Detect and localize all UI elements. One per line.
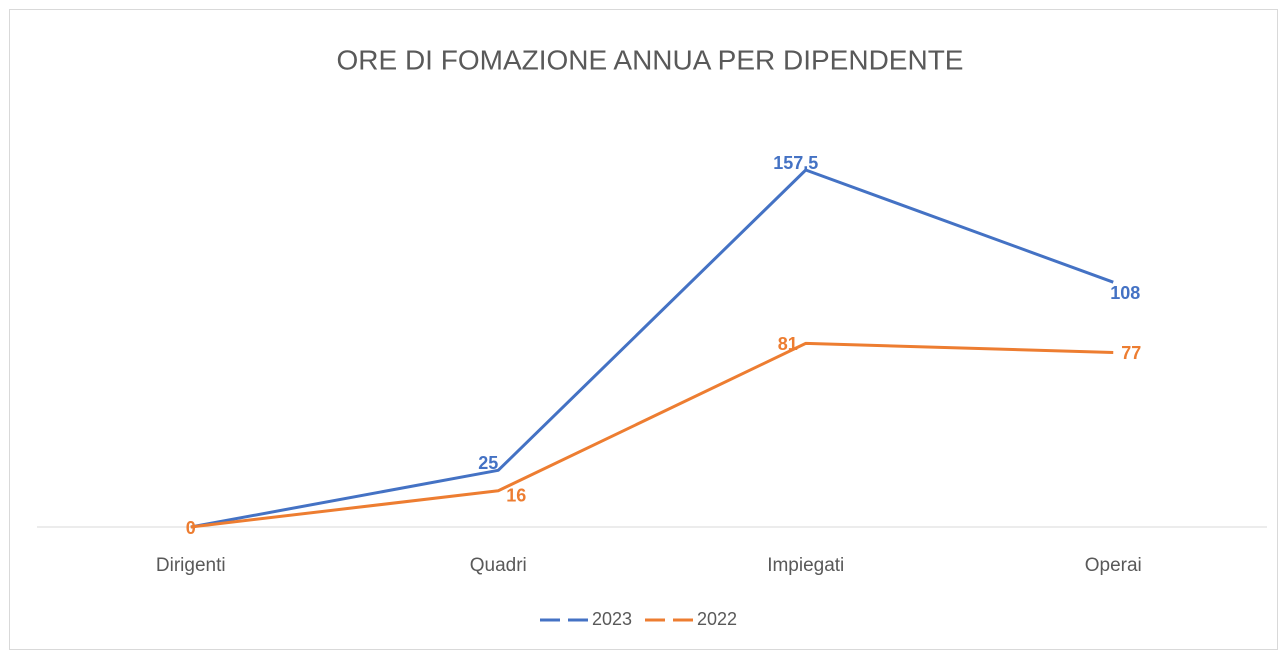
data-label: 81 xyxy=(778,334,798,354)
x-tick-label: Dirigenti xyxy=(156,555,226,576)
data-label: 157,5 xyxy=(773,153,818,173)
legend-label: 2022 xyxy=(697,609,737,629)
data-label: 108 xyxy=(1110,283,1140,303)
x-tick-label: Operai xyxy=(1085,555,1142,576)
legend-label: 2023 xyxy=(592,609,632,629)
x-tick-label: Quadri xyxy=(470,555,527,576)
series-line xyxy=(190,168,1114,529)
data-label: 77 xyxy=(1121,343,1141,363)
data-label: 16 xyxy=(506,485,526,505)
chart-title: ORE DI FOMAZIONE ANNUA PER DIPENDENTE xyxy=(337,44,964,75)
series-line xyxy=(190,341,1114,529)
data-label: 25 xyxy=(478,453,498,473)
x-tick-label: Impiegati xyxy=(767,555,844,576)
data-label: 0 xyxy=(186,518,196,538)
